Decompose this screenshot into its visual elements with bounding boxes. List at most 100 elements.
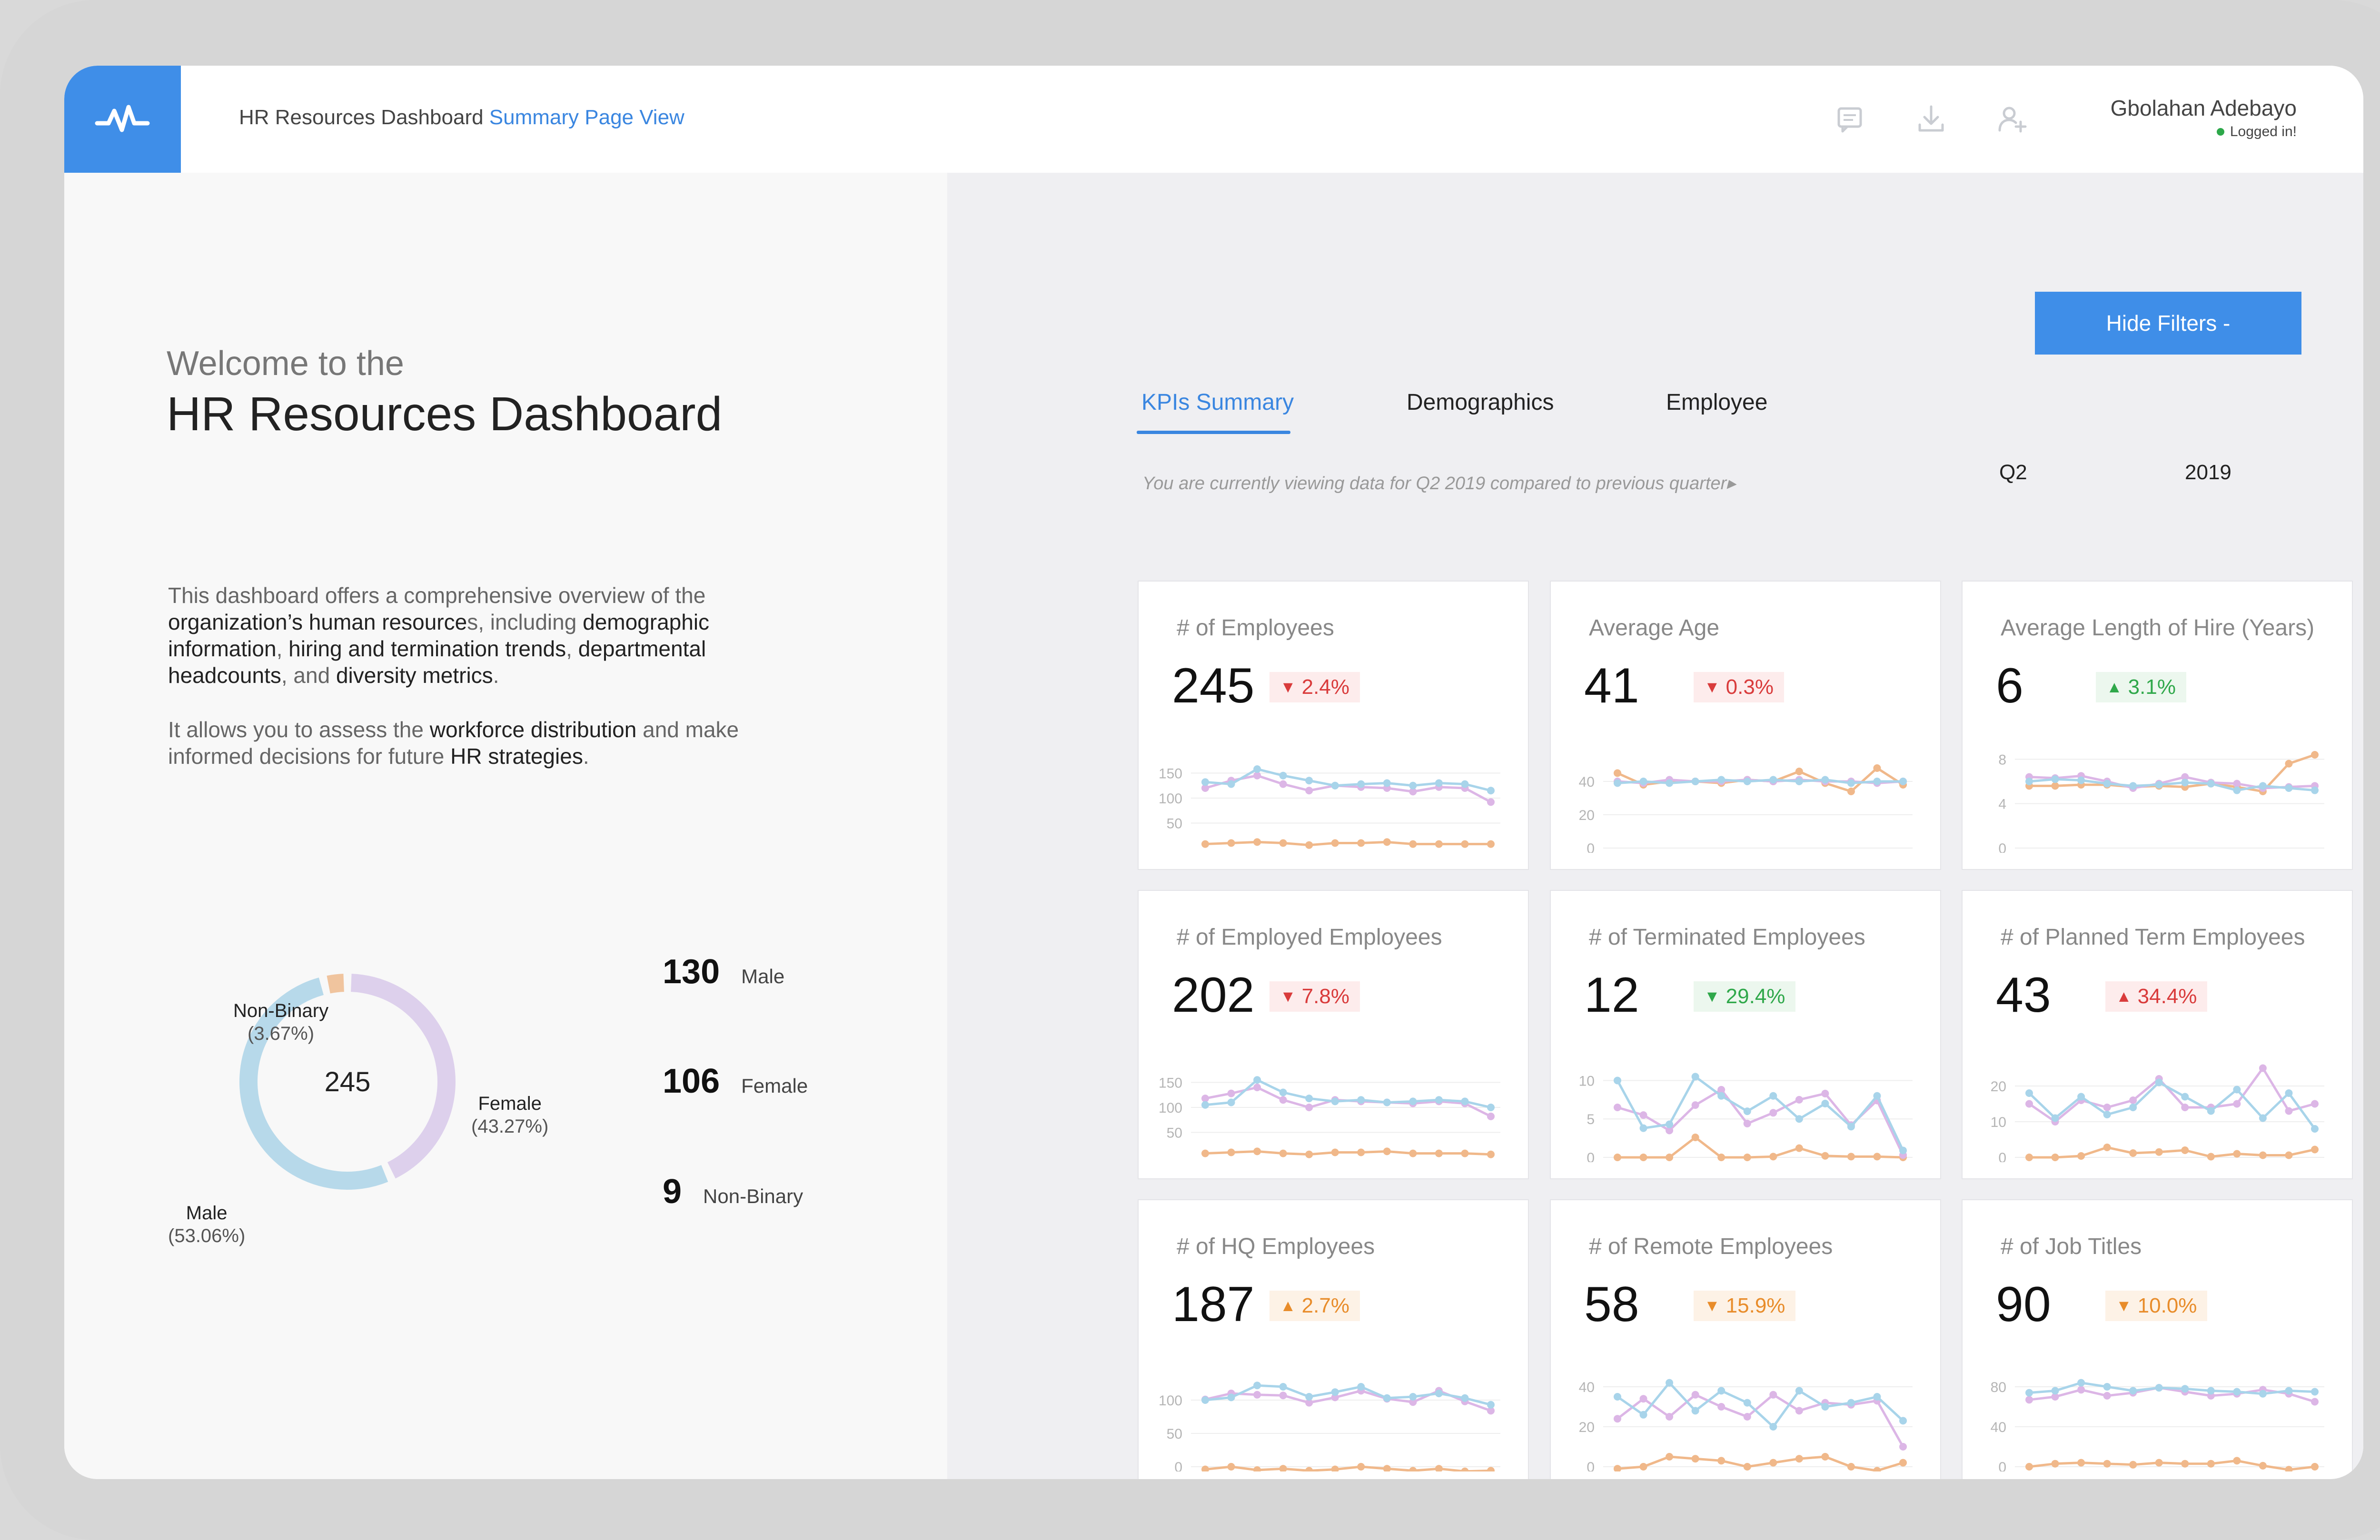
kpi-card[interactable]: # of Terminated Employees 12 ▼ 29.4% 10 5 0 [1550, 890, 1941, 1179]
data-point-pink[interactable] [2077, 1386, 2085, 1394]
data-point-blue[interactable] [1821, 776, 1829, 784]
data-point-blue[interactable] [2233, 1388, 2241, 1396]
data-point-blue[interactable] [2207, 780, 2215, 788]
data-point-pink[interactable] [2311, 1398, 2319, 1406]
data-point-orange[interactable] [1357, 1148, 1365, 1156]
data-point-blue[interactable] [2129, 1104, 2137, 1111]
data-point-orange[interactable] [1847, 1463, 1855, 1471]
data-point-blue[interactable] [1435, 1096, 1443, 1104]
data-point-blue[interactable] [1279, 771, 1287, 780]
data-point-pink[interactable] [2233, 780, 2241, 788]
data-point-blue[interactable] [1383, 779, 1391, 787]
data-point-blue[interactable] [2025, 1089, 2033, 1097]
data-point-pink[interactable] [1201, 784, 1209, 792]
data-point-orange[interactable] [2051, 782, 2059, 790]
data-point-orange[interactable] [1253, 1147, 1261, 1155]
kpi-card[interactable]: # of HQ Employees 187 ▲ 2.7% 100 50 0 [1138, 1199, 1529, 1479]
data-point-pink[interactable] [2025, 1396, 2033, 1404]
data-point-blue[interactable] [2051, 1387, 2059, 1395]
user-name[interactable]: Gbolahan Adebayo [2110, 96, 2297, 120]
data-point-blue[interactable] [1614, 1393, 1621, 1401]
data-point-blue[interactable] [1253, 1382, 1261, 1390]
data-point-blue[interactable] [1435, 779, 1443, 787]
data-point-orange[interactable] [1666, 1154, 1674, 1161]
data-point-orange[interactable] [1227, 1463, 1235, 1471]
data-point-blue[interactable] [2285, 784, 2293, 792]
data-point-orange[interactable] [1383, 1147, 1391, 1155]
data-point-orange[interactable] [1614, 1154, 1621, 1161]
data-point-orange[interactable] [2155, 1459, 2163, 1467]
kpi-card[interactable]: # of Employees 245 ▼ 2.4% 150 100 50 [1138, 581, 1529, 870]
data-point-orange[interactable] [1435, 1149, 1443, 1157]
data-point-pink[interactable] [1769, 1391, 1777, 1399]
data-point-orange[interactable] [1847, 1153, 1855, 1161]
data-point-blue[interactable] [1769, 1423, 1777, 1431]
data-point-blue[interactable] [1435, 1390, 1443, 1397]
data-point-orange[interactable] [1821, 1453, 1829, 1461]
data-point-orange[interactable] [1795, 1144, 1803, 1152]
data-point-orange[interactable] [2129, 1149, 2137, 1157]
data-point-blue[interactable] [1821, 1403, 1829, 1411]
data-point-pink[interactable] [1487, 1112, 1495, 1120]
donut-slice-non-binary[interactable] [327, 974, 345, 994]
data-point-orange[interactable] [2285, 1151, 2293, 1159]
data-point-pink[interactable] [1743, 1119, 1751, 1127]
data-point-orange[interactable] [1614, 1465, 1621, 1471]
data-point-pink[interactable] [1795, 1096, 1803, 1104]
data-point-orange[interactable] [1331, 1148, 1339, 1156]
data-point-orange[interactable] [2181, 1146, 2189, 1154]
data-point-orange[interactable] [1383, 1465, 1391, 1471]
data-point-orange[interactable] [2233, 1150, 2241, 1158]
data-point-pink[interactable] [1639, 1111, 1647, 1119]
data-point-blue[interactable] [1639, 1411, 1647, 1419]
data-point-blue[interactable] [1899, 778, 1907, 785]
data-point-blue[interactable] [2025, 778, 2033, 785]
data-point-pink[interactable] [2259, 1064, 2267, 1072]
data-point-orange[interactable] [2311, 751, 2319, 759]
data-point-orange[interactable] [2285, 760, 2293, 768]
data-point-orange[interactable] [2259, 1461, 2267, 1470]
data-point-orange[interactable] [1743, 1463, 1751, 1471]
data-point-pink[interactable] [2129, 1096, 2137, 1104]
data-point-blue[interactable] [1691, 1073, 1699, 1081]
data-point-blue[interactable] [1331, 1097, 1339, 1106]
data-point-pink[interactable] [1409, 788, 1417, 796]
data-point-orange[interactable] [1305, 1467, 1313, 1471]
data-point-blue[interactable] [1717, 1092, 1726, 1100]
data-point-blue[interactable] [1666, 779, 1674, 787]
header-page-name[interactable]: Summary Page View [489, 106, 684, 129]
data-point-blue[interactable] [1487, 787, 1495, 795]
data-point-blue[interactable] [2155, 1078, 2163, 1086]
data-point-orange[interactable] [1409, 840, 1417, 848]
data-point-pink[interactable] [1795, 1407, 1803, 1415]
data-point-orange[interactable] [2207, 1153, 2215, 1161]
tab-employee[interactable]: Employee [1666, 390, 1768, 415]
kpi-card[interactable]: # of Employed Employees 202 ▼ 7.8% 150 100 50 [1138, 890, 1529, 1179]
data-point-blue[interactable] [1795, 778, 1803, 785]
data-point-blue[interactable] [1873, 778, 1881, 785]
data-point-orange[interactable] [2155, 1148, 2163, 1156]
data-point-blue[interactable] [1847, 779, 1855, 787]
data-point-orange[interactable] [1227, 1148, 1235, 1156]
download-icon[interactable] [1916, 104, 1946, 134]
data-point-blue[interactable] [1305, 777, 1313, 785]
data-point-pink[interactable] [2103, 1104, 2111, 1111]
data-point-pink[interactable] [2025, 1100, 2033, 1108]
data-point-blue[interactable] [2077, 1093, 2085, 1101]
data-point-blue[interactable] [1743, 1399, 1751, 1407]
data-point-blue[interactable] [2233, 1086, 2241, 1094]
data-point-pink[interactable] [2285, 1107, 2293, 1115]
data-point-blue[interactable] [2311, 1388, 2319, 1396]
data-point-orange[interactable] [2103, 1460, 2111, 1468]
data-point-pink[interactable] [1279, 1392, 1287, 1400]
data-point-blue[interactable] [1795, 1387, 1803, 1395]
data-point-blue[interactable] [2155, 1384, 2163, 1392]
data-point-blue[interactable] [2181, 1093, 2189, 1101]
data-point-blue[interactable] [2233, 786, 2241, 794]
data-point-blue[interactable] [2285, 1089, 2293, 1097]
data-point-orange[interactable] [1279, 1149, 1287, 1157]
data-point-blue[interactable] [2051, 1114, 2059, 1122]
data-point-blue[interactable] [1769, 1092, 1777, 1100]
data-point-pink[interactable] [1743, 1413, 1751, 1421]
kpi-card[interactable]: # of Job Titles 90 ▼ 10.0% 80 40 0 [1962, 1199, 2353, 1479]
